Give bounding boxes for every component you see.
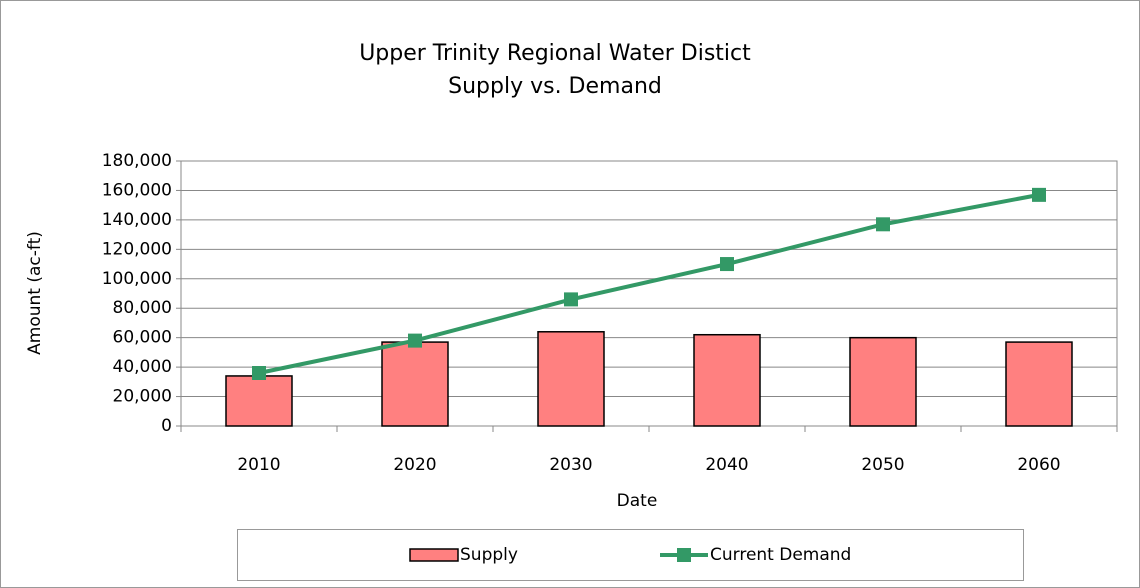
x-tick-label: 2030 <box>549 455 592 475</box>
y-tick-label: 80,000 <box>113 298 172 318</box>
marker <box>720 257 734 272</box>
y-tick-label: 160,000 <box>102 180 172 200</box>
marker <box>876 217 890 232</box>
legend-label: Current Demand <box>710 545 851 565</box>
bar <box>381 341 449 427</box>
x-tick-label: 2010 <box>237 455 280 475</box>
marker <box>564 292 578 307</box>
legend-box <box>237 529 1024 581</box>
x-tick-label: 2040 <box>705 455 748 475</box>
y-tick-label: 0 <box>161 416 172 436</box>
line <box>258 192 1040 375</box>
chart-title: Upper Trinity Regional Water Distict <box>359 41 751 66</box>
legend-swatch <box>409 548 459 562</box>
y-tick-label: 100,000 <box>102 269 172 289</box>
bar <box>693 333 761 427</box>
y-tick-label: 140,000 <box>102 210 172 230</box>
chart-subtitle: Supply vs. Demand <box>448 74 662 99</box>
bar <box>225 375 293 427</box>
bar <box>1005 341 1073 427</box>
legend-marker <box>677 548 691 562</box>
y-tick-label: 180,000 <box>102 151 172 171</box>
y-tick-label: 20,000 <box>113 387 172 407</box>
plot-area <box>180 160 1118 427</box>
x-tick-label: 2060 <box>1017 455 1060 475</box>
marker <box>252 366 266 380</box>
y-tick-label: 60,000 <box>113 328 172 348</box>
y-tick-label: 120,000 <box>102 239 172 259</box>
x-tick-label: 2050 <box>861 455 904 475</box>
y-axis-label: Amount (ac-ft) <box>25 231 45 355</box>
legend-label: Supply <box>460 545 518 565</box>
x-tick-label: 2020 <box>393 455 436 475</box>
marker <box>408 333 422 348</box>
x-axis-label: Date <box>617 491 658 511</box>
bar <box>537 331 605 427</box>
marker <box>1032 187 1046 202</box>
bar <box>849 336 917 427</box>
y-tick-label: 40,000 <box>113 357 172 377</box>
